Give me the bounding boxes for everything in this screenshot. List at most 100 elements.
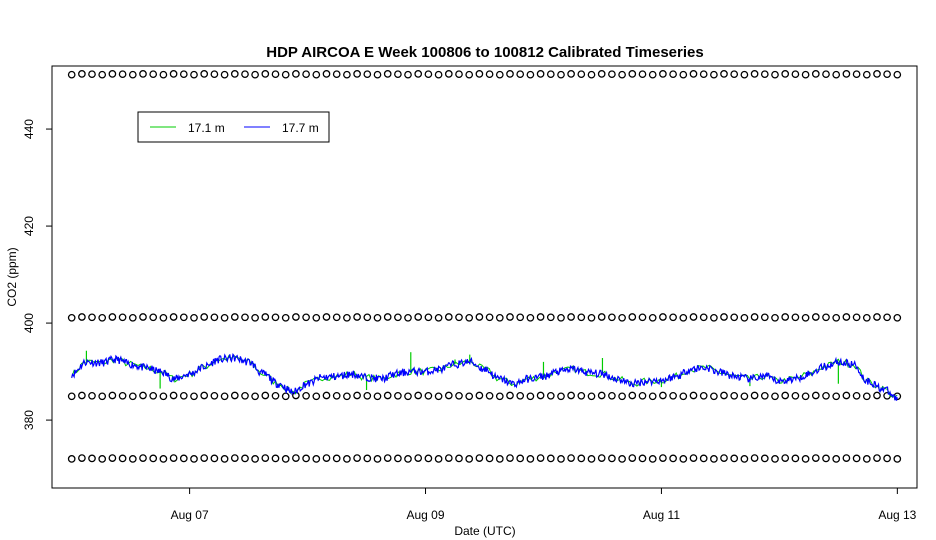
calibration-point-2-33 — [404, 392, 412, 401]
x-axis-label: Date (UTC) — [454, 524, 515, 538]
calibration-point-1-64 — [720, 313, 728, 321]
calibration-point-0-59 — [669, 70, 677, 79]
calibration-point-1-53 — [608, 313, 616, 322]
calibration-point-0-79 — [873, 70, 881, 78]
calibration-point-0-32 — [394, 70, 402, 79]
calibration-point-1-58 — [659, 313, 667, 321]
calibration-point-0-21 — [281, 70, 290, 79]
calibration-point-3-11 — [179, 454, 188, 463]
calibration-point-0-52 — [597, 70, 606, 78]
calibration-point-1-68 — [760, 313, 769, 322]
calibration-point-1-70 — [781, 313, 790, 321]
calibration-point-3-49 — [567, 454, 575, 462]
y-tick-label-3: 440 — [22, 119, 36, 139]
calibration-point-3-54 — [618, 455, 626, 463]
calibration-point-3-67 — [750, 454, 759, 462]
calibration-point-0-56 — [638, 70, 647, 79]
calibration-point-3-2 — [88, 454, 96, 463]
calibration-point-3-32 — [394, 454, 402, 463]
calibration-point-0-31 — [383, 70, 392, 78]
calibration-point-3-76 — [842, 454, 851, 462]
x-tick-label-0: Aug 07 — [171, 508, 209, 522]
calibration-point-1-62 — [699, 313, 708, 322]
calibration-point-1-28 — [353, 313, 361, 321]
calibration-point-1-21 — [281, 313, 290, 322]
calibration-point-3-31 — [383, 454, 392, 462]
calibration-point-3-29 — [363, 454, 372, 463]
calibration-point-2-9 — [159, 392, 168, 401]
plot-area-frame — [51, 65, 918, 489]
calibration-point-1-27 — [343, 313, 351, 322]
calibration-point-1-80 — [883, 313, 891, 322]
calibration-point-2-47 — [546, 391, 555, 400]
calibration-point-0-14 — [210, 70, 219, 79]
calibration-point-2-73 — [811, 391, 820, 400]
calibration-point-0-22 — [292, 70, 300, 78]
calibration-point-3-30 — [373, 455, 382, 463]
calibration-point-0-23 — [302, 70, 310, 79]
calibration-point-2-53 — [608, 391, 616, 400]
calibration-point-3-69 — [771, 455, 779, 463]
calibration-point-2-26 — [332, 391, 341, 400]
calibration-point-0-57 — [648, 70, 657, 79]
calibration-point-2-58 — [659, 391, 667, 400]
calibration-point-0-81 — [893, 70, 902, 79]
y-axis: 380 400 420 440 — [22, 119, 52, 430]
calibration-point-2-48 — [557, 392, 565, 401]
legend-label-0: 17.1 m — [188, 121, 225, 135]
calibration-point-3-55 — [628, 454, 637, 462]
calibration-point-0-10 — [169, 70, 178, 78]
calibration-point-3-48 — [557, 455, 565, 463]
calibration-point-0-60 — [679, 70, 688, 79]
calibration-point-0-45 — [526, 70, 535, 79]
calibration-point-3-51 — [587, 455, 596, 463]
y-tick-label-1: 400 — [22, 313, 36, 333]
calibration-point-2-25 — [322, 391, 331, 400]
calibration-point-2-16 — [230, 391, 239, 400]
calibration-point-0-63 — [710, 70, 718, 79]
calibration-point-3-36 — [434, 455, 443, 463]
calibration-point-1-41 — [485, 313, 494, 322]
calibration-point-1-66 — [740, 313, 749, 322]
calibration-point-0-9 — [159, 70, 168, 79]
calibration-point-0-25 — [322, 70, 331, 78]
calibration-point-1-39 — [465, 313, 474, 322]
calibration-point-1-52 — [597, 313, 606, 321]
calibration-point-1-36 — [434, 313, 443, 322]
calibration-point-0-17 — [241, 70, 249, 79]
calibration-point-2-66 — [740, 392, 749, 401]
calibration-point-2-17 — [241, 391, 249, 400]
calibration-point-1-34 — [414, 313, 423, 321]
calibration-point-3-14 — [210, 454, 219, 463]
calibration-point-3-57 — [648, 455, 657, 463]
calibration-point-3-26 — [332, 454, 341, 463]
calibration-point-0-51 — [587, 70, 596, 79]
calibration-point-3-38 — [455, 454, 463, 463]
calibration-point-0-68 — [760, 70, 769, 79]
calibration-point-3-64 — [720, 454, 728, 462]
calibration-point-2-41 — [485, 391, 494, 400]
y-tick-label-0: 380 — [22, 410, 36, 430]
calibration-point-1-17 — [241, 313, 249, 322]
calibration-point-0-24 — [312, 70, 321, 79]
calibration-point-0-15 — [220, 70, 229, 79]
calibration-point-3-45 — [526, 455, 535, 463]
calibration-point-1-50 — [577, 313, 586, 322]
legend-label-1: 17.7 m — [282, 121, 319, 135]
calibration-point-1-57 — [648, 313, 657, 322]
calibration-point-1-48 — [557, 313, 565, 322]
scatter-layer — [67, 70, 902, 463]
calibration-point-2-8 — [149, 391, 158, 400]
calibration-point-2-15 — [220, 392, 229, 401]
calibration-point-2-32 — [394, 391, 402, 400]
calibration-point-2-59 — [669, 391, 677, 400]
calibration-point-0-71 — [791, 70, 800, 79]
calibration-point-0-76 — [842, 70, 851, 78]
calibration-point-1-15 — [220, 313, 229, 322]
calibration-point-2-70 — [781, 391, 790, 400]
calibration-point-2-51 — [587, 392, 596, 401]
calibration-point-0-35 — [424, 70, 433, 79]
calibration-point-0-75 — [832, 70, 841, 79]
calibration-point-2-37 — [444, 391, 453, 400]
